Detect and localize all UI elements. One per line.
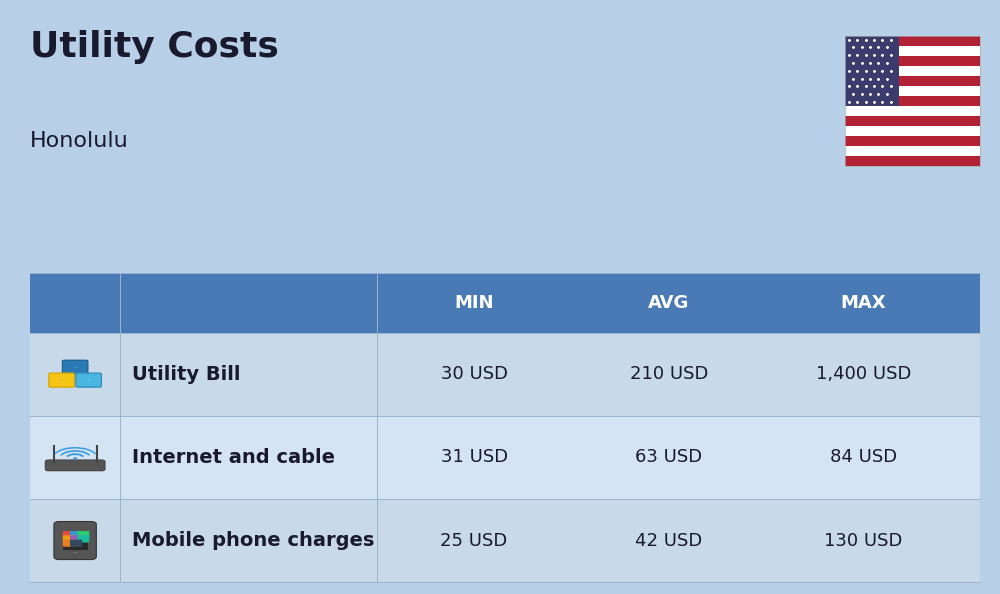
FancyBboxPatch shape bbox=[30, 333, 980, 416]
Text: 210 USD: 210 USD bbox=[630, 365, 708, 383]
FancyBboxPatch shape bbox=[845, 86, 980, 96]
FancyBboxPatch shape bbox=[30, 333, 120, 416]
FancyBboxPatch shape bbox=[30, 499, 120, 582]
FancyBboxPatch shape bbox=[30, 416, 980, 499]
Text: ⚡: ⚡ bbox=[61, 380, 62, 381]
FancyBboxPatch shape bbox=[845, 146, 980, 156]
Circle shape bbox=[72, 551, 78, 555]
FancyBboxPatch shape bbox=[49, 373, 74, 387]
FancyBboxPatch shape bbox=[30, 416, 120, 499]
FancyBboxPatch shape bbox=[845, 46, 980, 56]
FancyBboxPatch shape bbox=[63, 531, 75, 538]
FancyBboxPatch shape bbox=[45, 460, 105, 471]
Text: Internet and cable: Internet and cable bbox=[132, 448, 335, 467]
FancyBboxPatch shape bbox=[845, 116, 980, 126]
Text: 42 USD: 42 USD bbox=[635, 532, 702, 549]
FancyBboxPatch shape bbox=[30, 499, 980, 582]
FancyBboxPatch shape bbox=[845, 156, 980, 166]
FancyBboxPatch shape bbox=[845, 126, 980, 136]
FancyBboxPatch shape bbox=[845, 136, 980, 146]
Text: 31 USD: 31 USD bbox=[441, 448, 508, 466]
FancyBboxPatch shape bbox=[70, 531, 82, 538]
FancyBboxPatch shape bbox=[63, 535, 75, 542]
FancyBboxPatch shape bbox=[845, 96, 980, 106]
Text: Mobile phone charges: Mobile phone charges bbox=[132, 531, 375, 550]
Text: 25 USD: 25 USD bbox=[440, 532, 508, 549]
Text: 30 USD: 30 USD bbox=[441, 365, 508, 383]
Text: 130 USD: 130 USD bbox=[824, 532, 903, 549]
FancyBboxPatch shape bbox=[845, 76, 980, 86]
Circle shape bbox=[73, 457, 77, 460]
Text: AVG: AVG bbox=[648, 294, 690, 312]
FancyBboxPatch shape bbox=[70, 539, 82, 547]
FancyBboxPatch shape bbox=[845, 66, 980, 76]
FancyBboxPatch shape bbox=[76, 373, 101, 387]
FancyBboxPatch shape bbox=[63, 531, 88, 550]
FancyBboxPatch shape bbox=[845, 56, 980, 66]
Text: 1,400 USD: 1,400 USD bbox=[816, 365, 911, 383]
Text: Utility Bill: Utility Bill bbox=[132, 365, 241, 384]
Text: 63 USD: 63 USD bbox=[635, 448, 702, 466]
Text: Honolulu: Honolulu bbox=[30, 131, 129, 151]
FancyBboxPatch shape bbox=[30, 273, 980, 333]
FancyBboxPatch shape bbox=[63, 539, 75, 547]
Text: ⚙: ⚙ bbox=[74, 366, 76, 368]
Text: MIN: MIN bbox=[454, 294, 494, 312]
FancyBboxPatch shape bbox=[77, 531, 89, 538]
FancyBboxPatch shape bbox=[77, 535, 89, 542]
FancyBboxPatch shape bbox=[845, 106, 980, 116]
FancyBboxPatch shape bbox=[845, 36, 980, 46]
Text: MAX: MAX bbox=[841, 294, 886, 312]
Text: Utility Costs: Utility Costs bbox=[30, 30, 279, 64]
FancyBboxPatch shape bbox=[62, 360, 88, 374]
Text: 84 USD: 84 USD bbox=[830, 448, 897, 466]
FancyBboxPatch shape bbox=[845, 36, 899, 106]
FancyBboxPatch shape bbox=[54, 522, 96, 560]
FancyBboxPatch shape bbox=[70, 535, 82, 542]
